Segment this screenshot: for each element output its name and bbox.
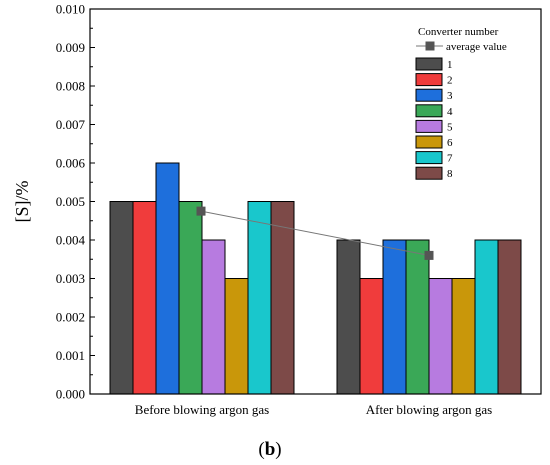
x-axis-labels: Before blowing argon gas After blowing ar…	[135, 389, 492, 417]
bar-converter-1	[336, 239, 361, 395]
bar-converter-3	[382, 239, 407, 395]
bar-converter-2	[359, 278, 384, 395]
y-tick-label: 0.007	[56, 117, 86, 132]
average-value-line	[200, 210, 430, 256]
bar-converter-4	[178, 201, 203, 395]
x-category-label: After blowing argon gas	[366, 402, 492, 417]
bar-converter-5	[428, 278, 453, 395]
figure-label: (b)	[258, 439, 281, 460]
legend-swatch-2	[415, 73, 443, 87]
y-axis-title: [S]/%	[12, 181, 32, 223]
y-tick-label: 0.003	[56, 271, 85, 286]
y-tick-label: 0.009	[56, 40, 85, 55]
average-value-marker	[196, 206, 206, 216]
average-value-marker	[424, 250, 434, 260]
plot-frame	[89, 8, 542, 395]
legend-label-2: 2	[447, 75, 453, 87]
average-line-group	[196, 206, 434, 260]
legend-label-4: 4	[447, 106, 453, 118]
bar-converter-2	[132, 201, 157, 395]
y-tick-label: 0.006	[56, 156, 86, 171]
bar-converter-7	[247, 201, 272, 395]
bar-converter-8	[497, 239, 522, 395]
legend-swatch-1	[415, 57, 443, 71]
y-tick-label: 0.008	[56, 79, 85, 94]
y-tick-label: 0.001	[56, 348, 85, 363]
x-category-label: Before blowing argon gas	[135, 402, 269, 417]
legend-swatch-7	[415, 151, 443, 165]
bar-converter-4	[405, 239, 430, 395]
figure-label-close: )	[275, 439, 281, 460]
bar-converter-6	[451, 278, 476, 395]
figure-label-open: (	[258, 439, 264, 460]
y-tick-label: 0.010	[56, 2, 85, 17]
bar-converter-5	[201, 239, 226, 395]
legend-label-average: average value	[446, 41, 507, 53]
legend-swatch-8	[415, 166, 443, 180]
legend: Converter number average value 1 2 3 4 5 6 7 8	[415, 26, 507, 180]
y-axis-ticks: 0.000 0.001 0.002 0.003 0.004 0.005 0.006 0.007…	[56, 2, 95, 402]
legend-label-1: 1	[447, 59, 453, 71]
bar-converter-3	[155, 162, 180, 395]
legend-label-5: 5	[447, 121, 453, 133]
legend-title: Converter number	[418, 26, 499, 38]
legend-swatch-5	[415, 119, 443, 133]
bar-converter-6	[224, 278, 249, 395]
legend-label-6: 6	[447, 137, 453, 149]
bar-converter-8	[270, 201, 295, 395]
legend-label-8: 8	[447, 168, 453, 180]
bar-converter-7	[474, 239, 499, 395]
legend-average-marker-swatch	[425, 41, 435, 51]
legend-swatch-4	[415, 104, 443, 118]
bars-group	[109, 162, 522, 395]
legend-label-3: 3	[447, 90, 453, 102]
y-tick-label: 0.005	[56, 194, 85, 209]
y-tick-label: 0.000	[56, 387, 85, 402]
figure-label-letter: b	[265, 439, 276, 460]
bar-converter-1	[109, 201, 134, 395]
y-tick-label: 0.002	[56, 310, 85, 325]
legend-swatch-6	[415, 135, 443, 149]
legend-label-7: 7	[447, 153, 453, 165]
y-tick-label: 0.004	[56, 233, 86, 248]
legend-swatch-3	[415, 88, 443, 102]
